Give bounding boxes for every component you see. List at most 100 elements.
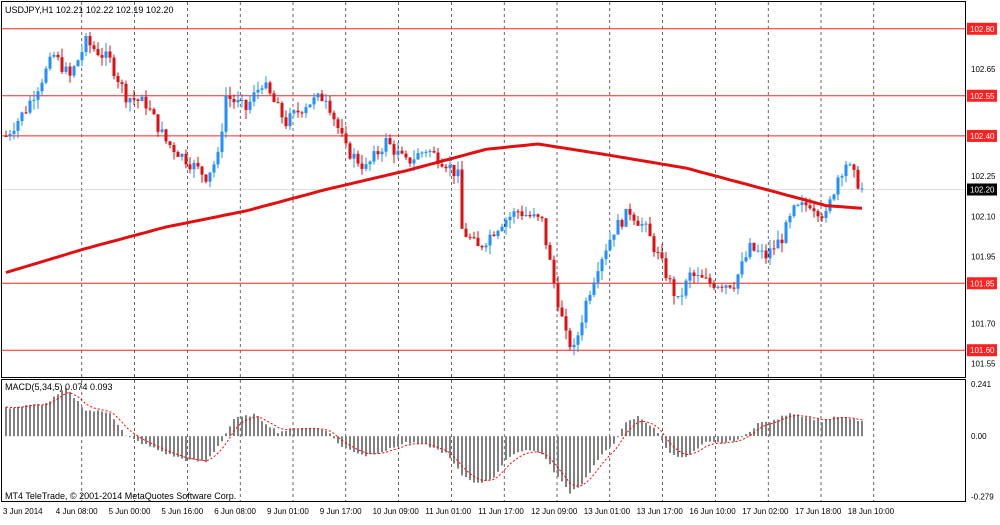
candle-body <box>520 211 524 216</box>
price-tick-label: 102.65 <box>971 65 996 74</box>
candle-body <box>680 295 684 297</box>
candle-body <box>316 93 320 98</box>
candle-body <box>660 252 664 259</box>
footer-copyright: MT4 TeleTrade, © 2001-2014 MetaQuotes So… <box>5 491 236 501</box>
candle-body <box>576 335 580 345</box>
candle-body <box>580 322 584 336</box>
candle-body <box>116 76 120 83</box>
macd-header: MACD(5,34,5) 0.074 0.093 <box>5 382 113 392</box>
ma-line <box>5 142 863 274</box>
candle-body <box>428 151 432 153</box>
candle-body <box>656 252 660 254</box>
time-tick-label: 3 Jun 2014 <box>3 507 43 516</box>
candle-body <box>412 159 416 164</box>
candle-body <box>128 98 132 103</box>
candle-body <box>332 112 336 120</box>
candle-body <box>340 127 344 134</box>
time-tick-label: 10 Jun 09:00 <box>373 507 420 516</box>
candle-body <box>756 250 760 252</box>
price-tick-label: 102.10 <box>971 212 996 221</box>
candle-body <box>252 92 256 102</box>
candle-body <box>28 100 32 113</box>
candle-body <box>424 151 428 153</box>
candle-body <box>600 259 604 272</box>
candle-body <box>280 102 284 118</box>
candle-body <box>440 164 444 167</box>
candle-body <box>300 112 304 114</box>
candle-body <box>260 88 264 90</box>
candle-body <box>832 194 836 200</box>
candle-body <box>380 151 384 155</box>
time-tick-label: 18 Jun 10:00 <box>848 507 895 516</box>
time-tick-label: 4 Jun 08:00 <box>56 507 98 516</box>
candle-body <box>564 316 568 331</box>
candle-body <box>24 112 28 114</box>
candle-body <box>360 163 364 169</box>
candle-body <box>236 99 240 103</box>
candle-body <box>240 99 244 101</box>
time-tick-label: 9 Jun 01:00 <box>267 507 309 516</box>
candle-body <box>780 239 784 244</box>
candle-body <box>308 104 312 108</box>
candle-body <box>640 224 644 226</box>
candle-body <box>404 153 408 158</box>
time-tick-label: 17 Jun 18:00 <box>795 507 842 516</box>
candle-body <box>540 216 544 219</box>
candle-body <box>368 161 372 165</box>
candle-body <box>744 257 748 262</box>
candle-body <box>632 214 636 221</box>
candle-body <box>848 164 852 166</box>
candle-body <box>712 283 716 288</box>
candle-body <box>408 157 412 164</box>
candle-body <box>532 214 536 217</box>
candle-body <box>468 236 472 238</box>
candle-body <box>452 164 456 177</box>
candle-body <box>616 220 620 235</box>
candle-body <box>72 66 76 76</box>
candle-body <box>612 234 616 240</box>
candle-body <box>476 237 480 246</box>
candle-body <box>608 239 612 251</box>
candle-body <box>748 242 752 258</box>
time-tick-label: 12 Jun 09:00 <box>531 507 578 516</box>
candle-body <box>792 205 796 217</box>
candle-body <box>552 259 556 284</box>
candle-body <box>516 211 520 213</box>
macd-signal-line <box>5 392 863 487</box>
candle-body <box>460 169 464 229</box>
candle-body <box>112 57 116 77</box>
candle-body <box>512 211 516 217</box>
candle-body <box>192 162 196 170</box>
candle-body <box>488 234 492 246</box>
candle-body <box>628 208 632 215</box>
candle-body <box>48 56 52 69</box>
candle-body <box>304 107 308 114</box>
time-tick-label: 13 Jun 17:00 <box>637 507 684 516</box>
candle-body <box>88 36 92 46</box>
candle-body <box>168 141 172 146</box>
candle-body <box>768 248 772 259</box>
candle-body <box>644 223 648 225</box>
candle-body <box>68 66 72 76</box>
candle-body <box>464 228 468 237</box>
candle-body <box>728 285 732 288</box>
candle-body <box>172 145 176 153</box>
candle-body <box>400 150 404 154</box>
candle-body <box>800 202 804 205</box>
candle-body <box>816 211 820 217</box>
candle-body <box>16 121 20 131</box>
price-tick-label: 102.25 <box>971 172 996 181</box>
candle-body <box>224 95 228 132</box>
candle-body <box>548 245 552 260</box>
candle-body <box>76 60 80 67</box>
candle-body <box>624 208 628 227</box>
candle-body <box>188 164 192 170</box>
candle-body <box>804 202 808 206</box>
candle-body <box>672 279 676 296</box>
candle-body <box>604 250 608 260</box>
candle-body <box>56 54 60 58</box>
candle-body <box>348 143 352 159</box>
candle-body <box>288 113 292 127</box>
candle-body <box>396 150 400 155</box>
candle-body <box>344 133 348 144</box>
